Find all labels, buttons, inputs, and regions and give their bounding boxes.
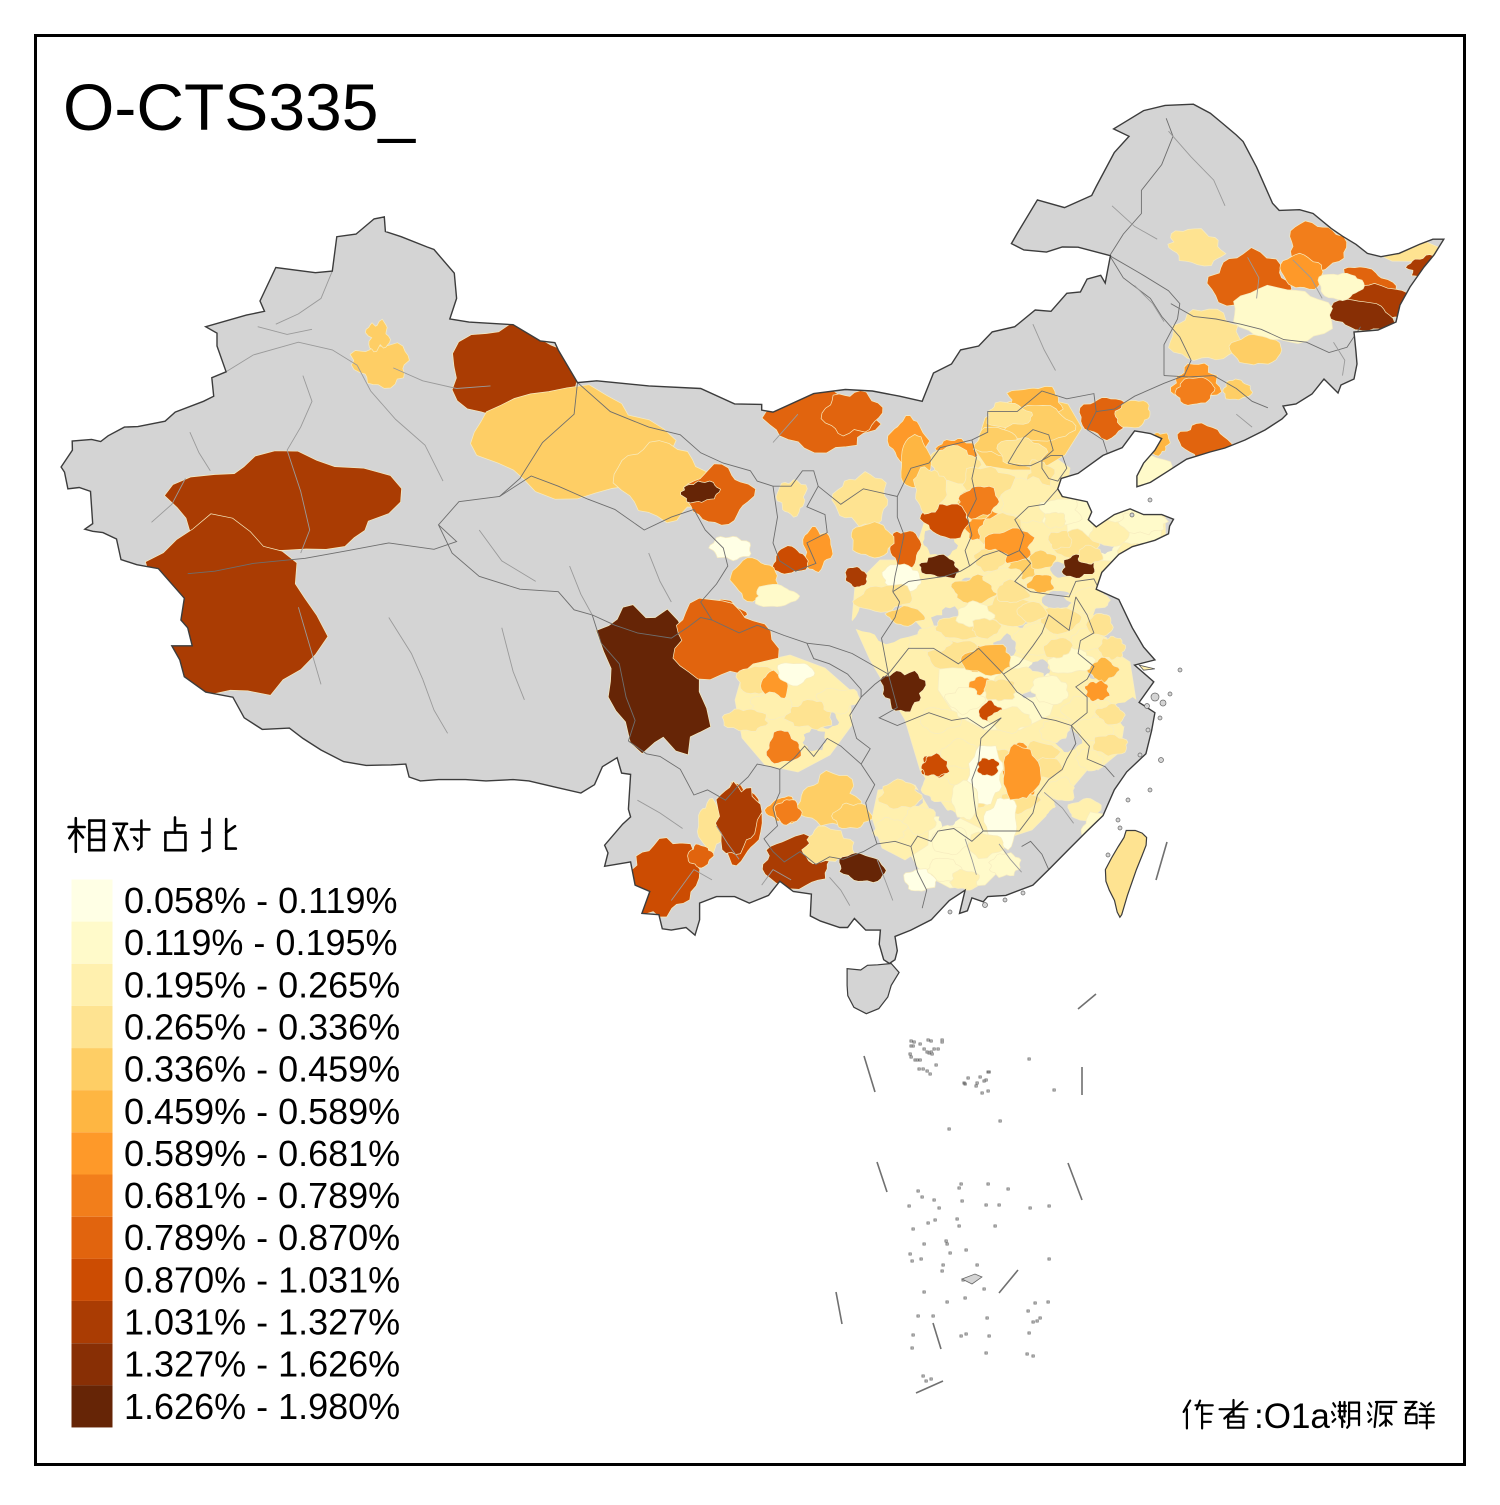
svg-text:0.336% - 0.459%: 0.336% - 0.459% <box>124 1049 400 1090</box>
svg-text:0.195% - 0.265%: 0.195% - 0.265% <box>124 964 400 1005</box>
svg-text:0.870% - 1.031%: 0.870% - 1.031% <box>124 1259 400 1300</box>
svg-text:O-CTS335_: O-CTS335_ <box>63 70 416 144</box>
svg-text:0.265% - 0.336%: 0.265% - 0.336% <box>124 1007 400 1048</box>
svg-text:1.031% - 1.327%: 1.031% - 1.327% <box>124 1302 400 1343</box>
svg-text:0.119% - 0.195%: 0.119% - 0.195% <box>124 922 398 963</box>
svg-text::O1a: :O1a <box>1254 1397 1330 1436</box>
svg-text:0.589% - 0.681%: 0.589% - 0.681% <box>124 1133 400 1174</box>
svg-text:0.789% - 0.870%: 0.789% - 0.870% <box>124 1217 400 1258</box>
svg-text:1.327% - 1.626%: 1.327% - 1.626% <box>124 1344 400 1385</box>
svg-text:1.626% - 1.980%: 1.626% - 1.980% <box>124 1386 400 1427</box>
svg-text:0.058% - 0.119%: 0.058% - 0.119% <box>124 880 398 921</box>
svg-text:0.681% - 0.789%: 0.681% - 0.789% <box>124 1175 400 1216</box>
svg-text:0.459% - 0.589%: 0.459% - 0.589% <box>124 1091 400 1132</box>
